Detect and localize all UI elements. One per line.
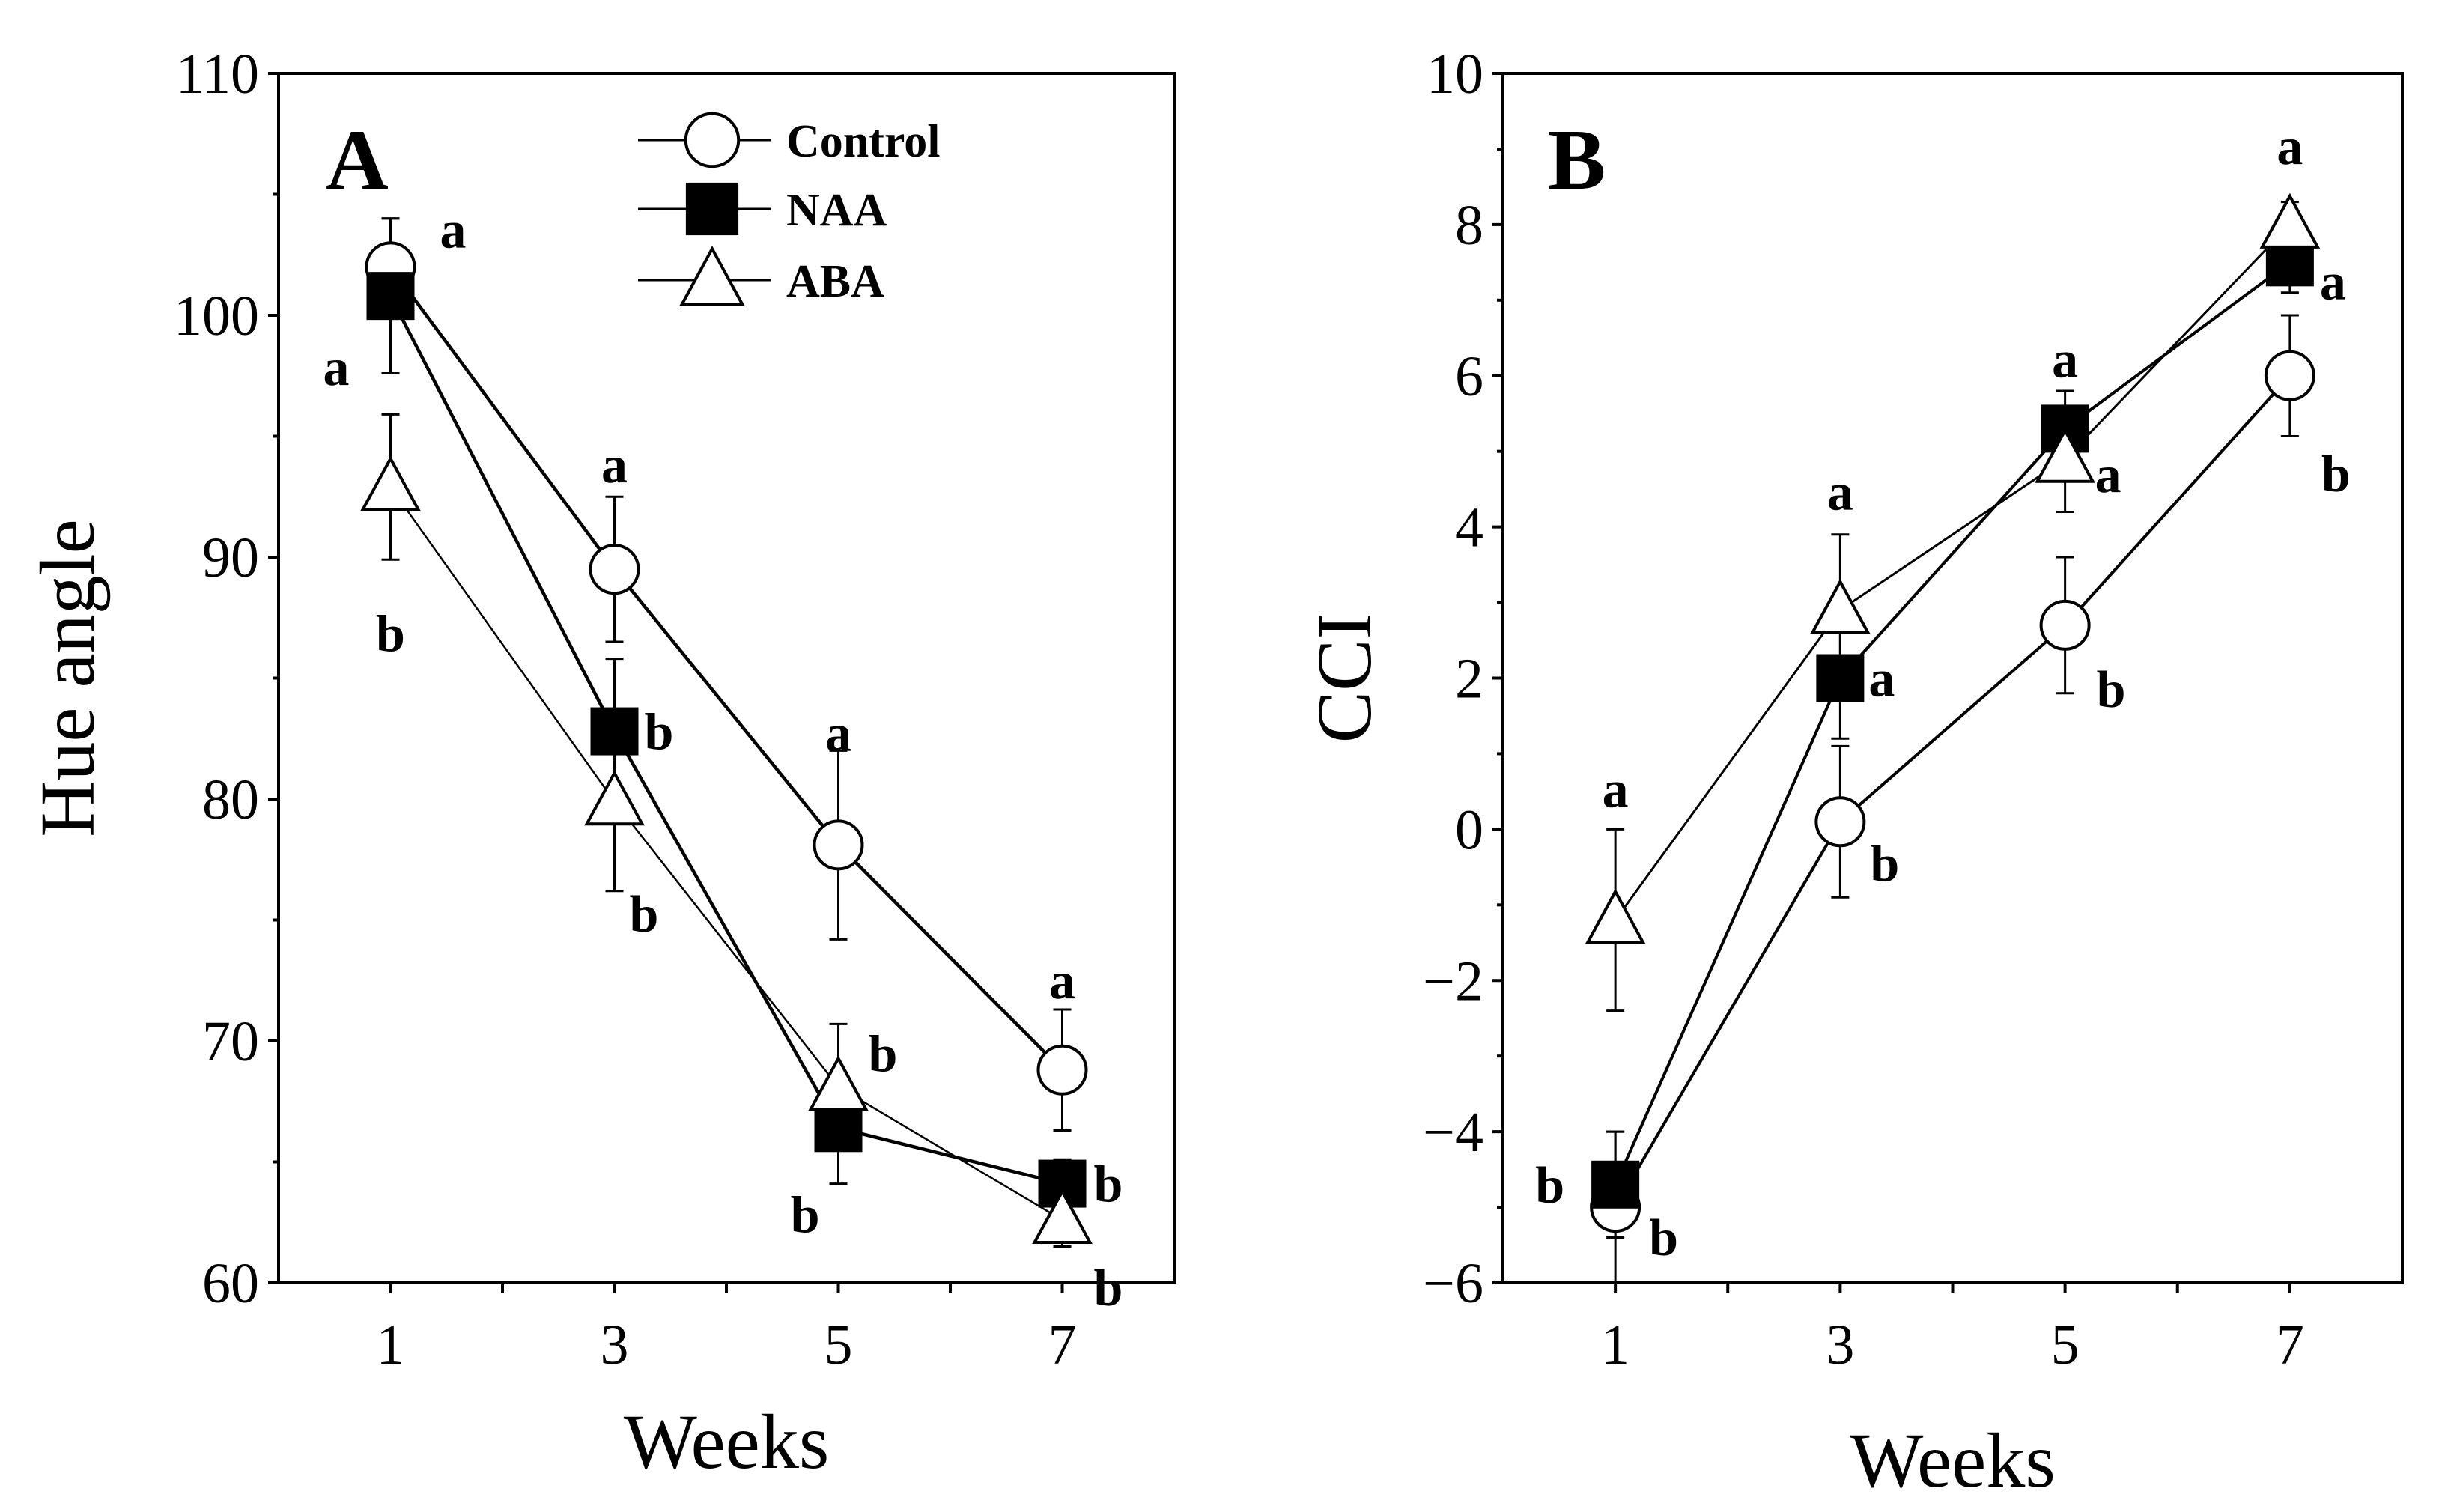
legend-label-naa: NAA	[786, 185, 887, 236]
panel-b-letter: B	[1548, 112, 1606, 208]
panel-a-significance-letter-aba: b	[630, 886, 659, 944]
legend: Control NAA ABA	[638, 112, 941, 307]
panel-a-significance-letter-aba: b	[376, 605, 405, 663]
panel-b-point-control	[2039, 599, 2091, 651]
panel-b-significance-letter-aba: a	[1827, 464, 1853, 522]
panel-b-significance-letter-control: b	[1870, 835, 1899, 893]
panel-b-x-axis-title: Weeks	[1850, 1418, 2056, 1504]
panel-a-point-naa	[814, 1104, 863, 1153]
panel-b-line-control	[1614, 374, 2291, 1209]
panel-b-y-tick-label: 10	[1427, 43, 1483, 106]
panel-a-x-tick-label: 5	[824, 1314, 853, 1376]
panel-a-point-aba	[584, 770, 645, 826]
panel-b-significance-letter-aba: a	[2277, 118, 2303, 176]
panel-a-y-tick-label: 80	[202, 768, 259, 831]
panel-a-point-control	[813, 819, 864, 871]
panel-a-point-control	[589, 544, 640, 595]
panel-a-point-aba	[360, 455, 421, 511]
legend-marker-control	[684, 112, 741, 168]
panel-b-significance-letter-naa: a	[2052, 331, 2078, 389]
panel-a-y-tick-label: 100	[174, 285, 259, 347]
panel-a-y-tick-label: 90	[202, 526, 259, 589]
panel-a-point-naa	[366, 272, 415, 321]
panel-a-point-naa	[590, 707, 639, 756]
panel-a-significance-letter-control: a	[825, 705, 851, 762]
panel-b-significance-letter-naa: b	[1535, 1157, 1564, 1215]
panel-a-x-tick-label: 3	[601, 1314, 629, 1376]
panel-b-x-tick-label: 3	[1826, 1314, 1854, 1376]
panel-b-significance-letter-control: b	[2097, 661, 2126, 719]
panel-b-significance-letter-naa: a	[1868, 651, 1895, 708]
panel-a-x-tick-label: 1	[377, 1314, 405, 1376]
panel-a-y-axis-title: Hue angle	[25, 519, 111, 837]
panel-a-y-tick-label: 70	[202, 1010, 259, 1073]
panel-b-y-tick-label: 8	[1455, 194, 1483, 257]
panel-b-point-naa	[1591, 1160, 1640, 1209]
panel-b-x-tick-label: 1	[1601, 1314, 1630, 1376]
panel-a-letter: A	[326, 112, 389, 208]
panel-a-significance-letter-aba: b	[869, 1025, 898, 1083]
panel-b-significance-letter-naa: a	[2320, 253, 2346, 311]
panel-a-x-axis-title: Weeks	[624, 1399, 830, 1485]
panel-b-y-axis-title: CCI	[1302, 613, 1388, 743]
panel-a-point-control	[1036, 1044, 1088, 1096]
panel-b-y-tick-label: −4	[1423, 1101, 1483, 1164]
panel-b-significance-letter-aba: a	[1603, 762, 1629, 819]
panel-b-y-tick-label: −2	[1423, 950, 1483, 1012]
panel-b-x-tick-label: 5	[2051, 1314, 2080, 1376]
panel-a-significance-letter-naa: b	[1094, 1156, 1123, 1214]
panel-a-significance-letter-control: a	[1049, 953, 1075, 1010]
panel-b-point-aba	[2035, 427, 2095, 483]
legend-label-aba: ABA	[786, 256, 884, 307]
panel-a-significance-letter-control: a	[440, 201, 467, 259]
panel-a-significance-letter-naa: b	[791, 1186, 820, 1244]
panel-a-line-control	[389, 266, 1064, 1072]
panel-b-significance-letter-control: b	[2321, 446, 2351, 503]
panel-a-x-tick-label: 7	[1048, 1314, 1077, 1376]
panel-b-significance-letter-control: b	[1649, 1209, 1678, 1267]
panel-b-y-tick-label: 0	[1455, 798, 1483, 861]
panel-b-point-control	[2264, 350, 2315, 401]
panel-b-y-tick-label: −6	[1423, 1252, 1483, 1315]
panel-b-y-tick-label: 4	[1455, 497, 1483, 559]
legend-marker-naa	[685, 182, 739, 236]
panel-b-point-aba	[1810, 578, 1871, 634]
panel-b-point-aba	[2259, 192, 2321, 249]
panel-a-line-aba	[389, 486, 1063, 1221]
panel-b-point-naa	[1816, 654, 1865, 702]
panel-a-significance-letter-control: a	[601, 437, 628, 494]
panel-b-line-naa	[1614, 261, 2291, 1185]
legend-label-control: Control	[786, 116, 941, 167]
panel-a-y-tick-label: 110	[176, 43, 259, 106]
panel-b-significance-letter-aba: a	[2095, 446, 2121, 504]
panel-b-y-tick-label: 6	[1455, 345, 1483, 408]
panel-a-point-aba	[808, 1055, 869, 1111]
panel-b-point-aba	[1585, 888, 1646, 944]
panel-b-point-control	[1814, 796, 1866, 848]
legend-marker-aba	[678, 246, 746, 306]
panel-b-x-tick-label: 7	[2276, 1314, 2304, 1376]
panel-a-line-naa	[389, 295, 1063, 1185]
panel-a-y-tick-label: 60	[202, 1252, 259, 1315]
panel-a-point-aba	[1032, 1188, 1093, 1245]
panel-a-significance-letter-naa: a	[324, 339, 350, 397]
panel-a-significance-letter-aba: b	[1094, 1260, 1123, 1317]
panel-b-line-aba	[1614, 223, 2291, 921]
panel-b-y-tick-label: 2	[1455, 648, 1483, 711]
panel-a-significance-letter-naa: b	[645, 704, 674, 762]
